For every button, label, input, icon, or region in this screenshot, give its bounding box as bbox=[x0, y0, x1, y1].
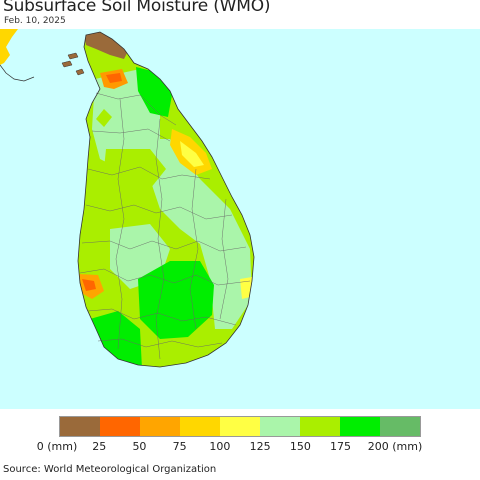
legend-label: 150 bbox=[289, 440, 311, 453]
legend-color-bar bbox=[59, 416, 421, 437]
district-borders bbox=[79, 92, 251, 360]
legend-label: 125 bbox=[249, 440, 271, 453]
soil-moisture-map bbox=[0, 29, 480, 409]
legend-label: 25 bbox=[92, 440, 107, 453]
legend-label: 200 (mm) bbox=[367, 440, 423, 453]
legend-swatch bbox=[140, 417, 180, 436]
legend-swatch bbox=[100, 417, 140, 436]
legend-labels: 0 (mm) 25 50 75 100 125 150 175 200 (mm) bbox=[0, 440, 480, 456]
source-credit: Source: World Meteorological Organizatio… bbox=[3, 464, 217, 475]
legend-swatch bbox=[180, 417, 220, 436]
legend-label: 75 bbox=[172, 440, 187, 453]
legend-swatch bbox=[380, 417, 420, 436]
legend-swatch bbox=[260, 417, 300, 436]
legend-label: 175 bbox=[330, 440, 352, 453]
legend-swatch bbox=[300, 417, 340, 436]
legend-swatch bbox=[60, 417, 100, 436]
legend-label: 0 (mm) bbox=[36, 440, 78, 453]
legend-swatch bbox=[220, 417, 260, 436]
legend-label: 100 bbox=[209, 440, 231, 453]
sri-lanka-landmass bbox=[78, 32, 254, 367]
india-coast bbox=[0, 64, 35, 82]
map-date: Feb. 10, 2025 bbox=[4, 16, 66, 26]
legend-swatch bbox=[340, 417, 380, 436]
islands bbox=[61, 52, 85, 76]
map-title: Subsurface Soil Moisture (WMO) bbox=[3, 0, 271, 16]
coastline bbox=[77, 31, 255, 368]
legend-label: 50 bbox=[132, 440, 147, 453]
india-landmass bbox=[0, 29, 18, 65]
